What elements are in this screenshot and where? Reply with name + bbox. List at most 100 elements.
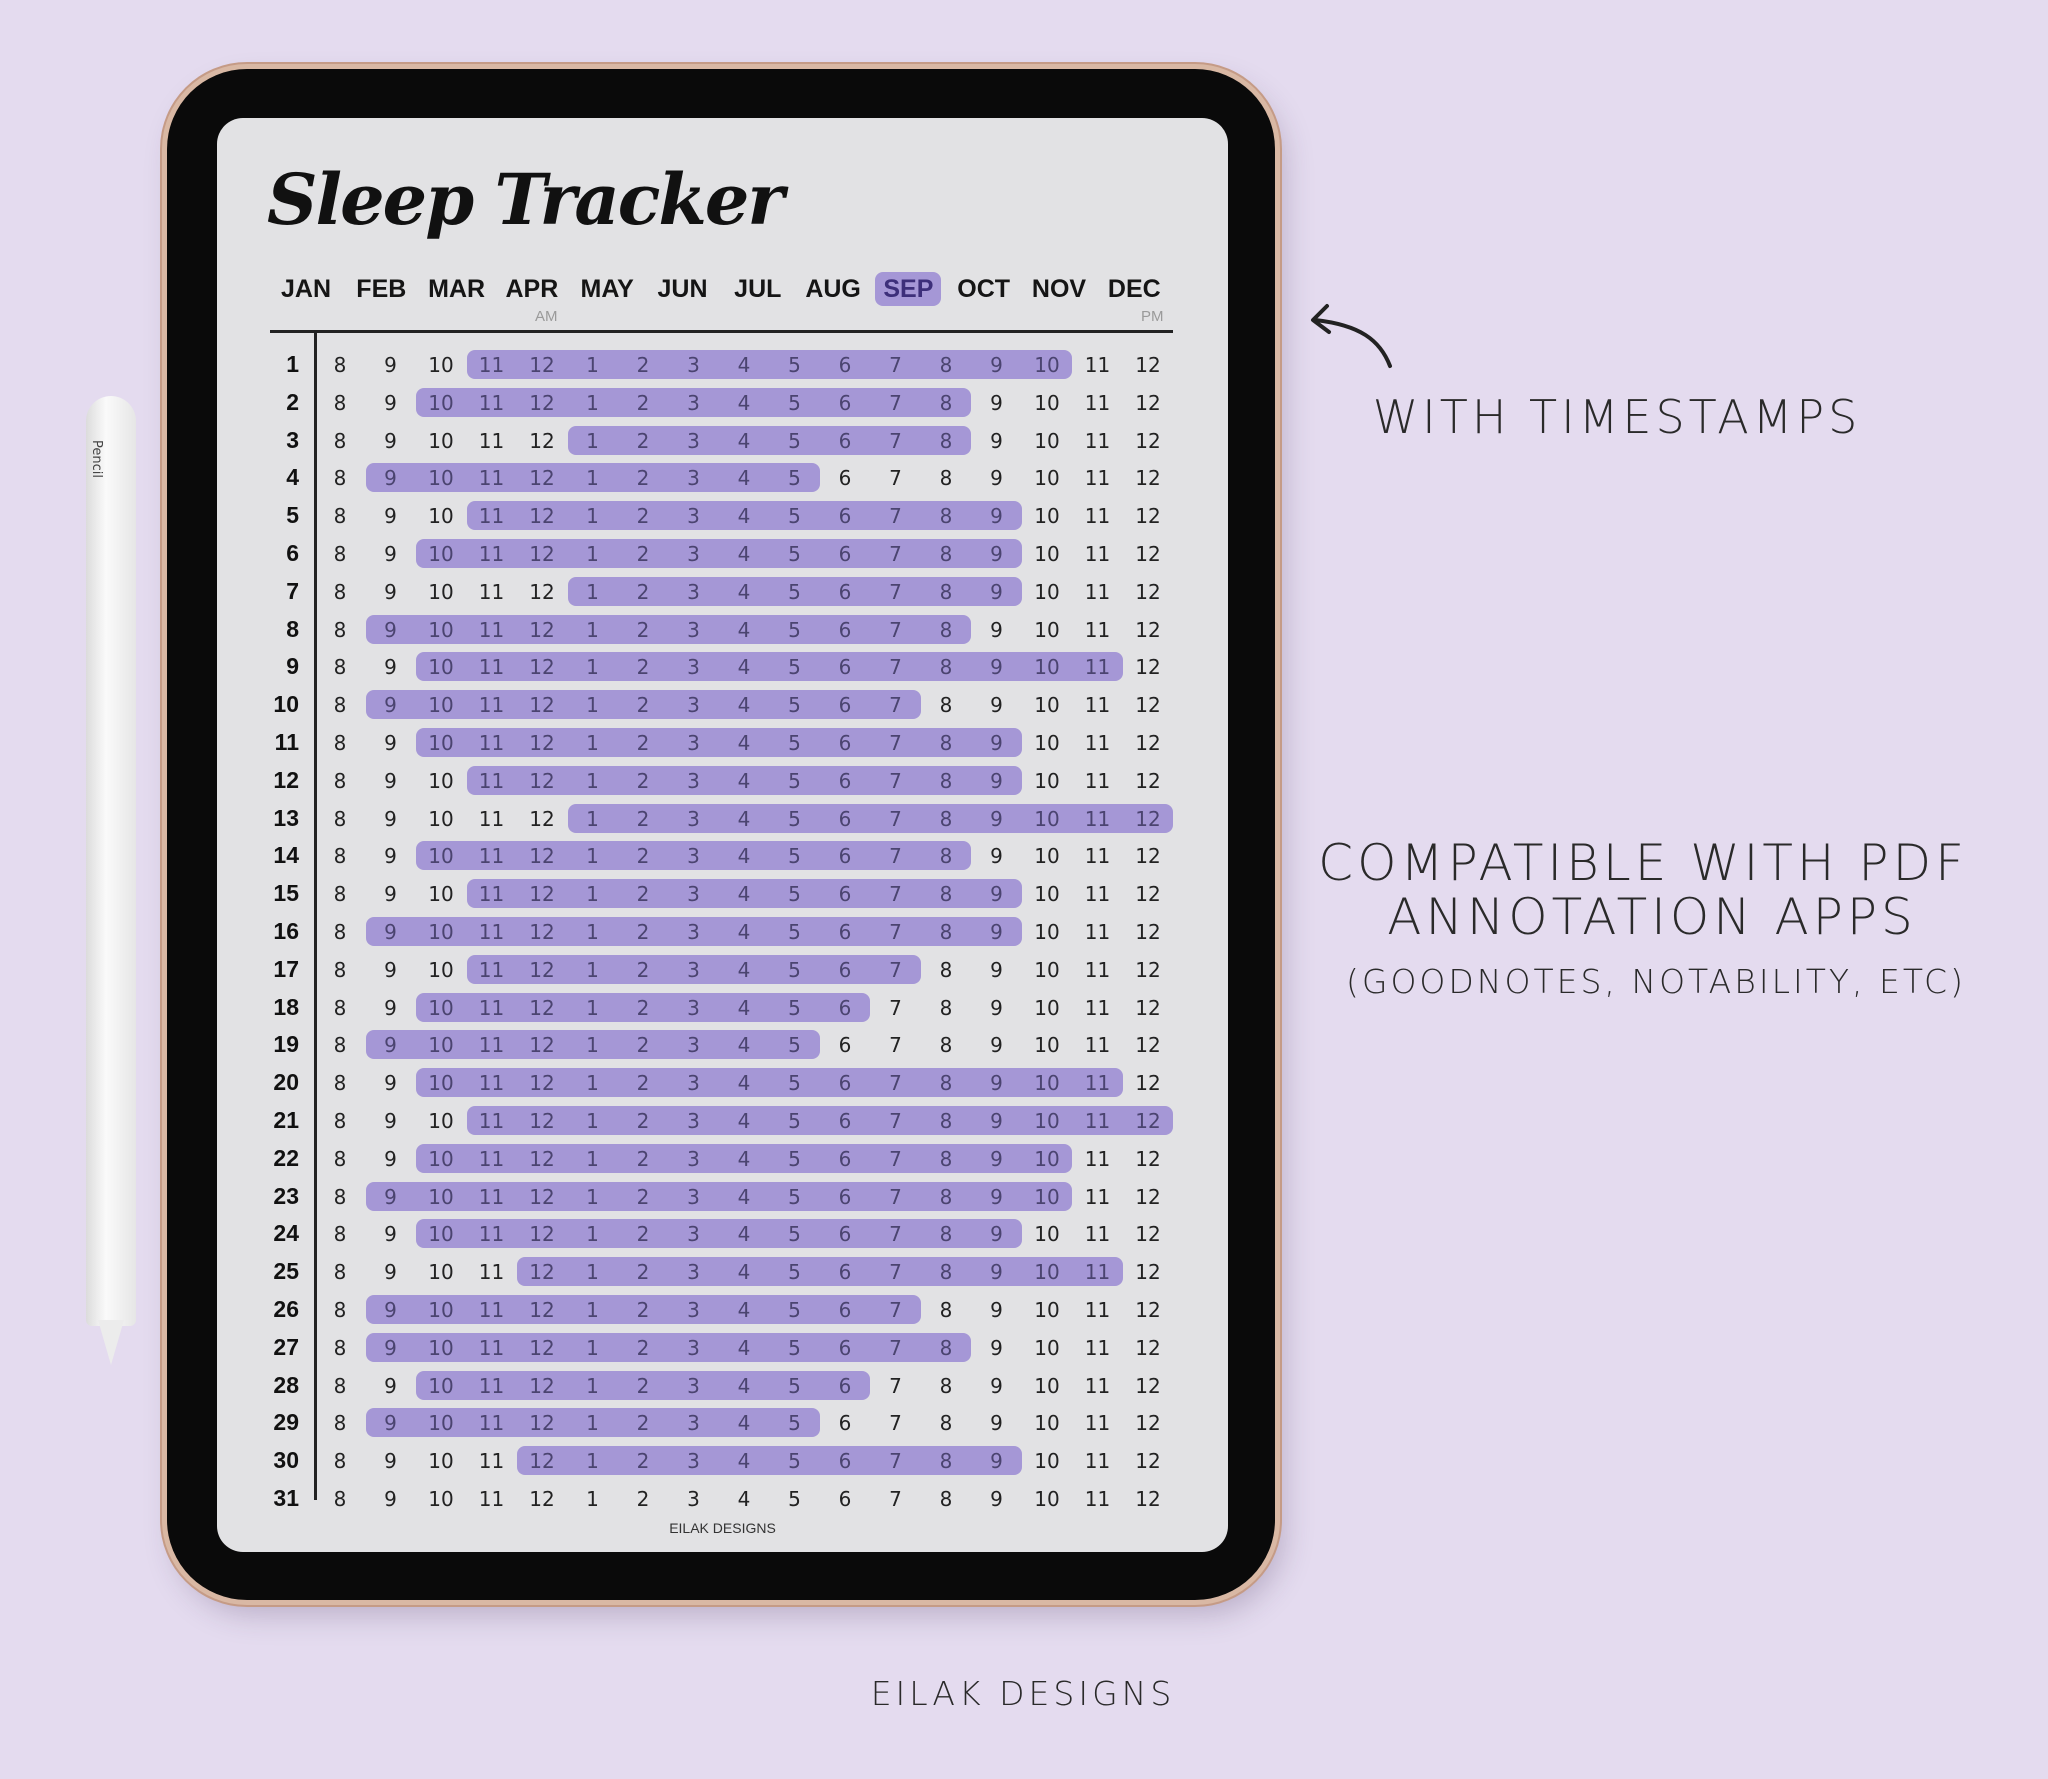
hour-cell[interactable]: 8 bbox=[939, 1298, 953, 1322]
hour-cell[interactable]: 5 bbox=[788, 428, 801, 453]
hour-cell[interactable]: 4 bbox=[737, 1109, 751, 1133]
hour-cell[interactable]: 3 bbox=[687, 806, 700, 831]
hour-cell[interactable]: 9 bbox=[990, 1487, 1003, 1511]
hour-cell[interactable]: 3 bbox=[687, 1033, 700, 1058]
hour-cell[interactable]: 11 bbox=[478, 1033, 505, 1058]
hour-cell[interactable]: 10 bbox=[428, 882, 454, 907]
hour-cell[interactable]: 12 bbox=[529, 617, 555, 642]
hour-cell[interactable]: 9 bbox=[384, 1033, 397, 1058]
hour-cell[interactable]: 11 bbox=[1084, 504, 1111, 529]
hour-cell[interactable]: 11 bbox=[478, 390, 505, 415]
hour-cell[interactable]: 2 bbox=[636, 466, 650, 491]
hour-cell[interactable]: 10 bbox=[428, 390, 454, 415]
hour-cell[interactable]: 12 bbox=[1135, 1298, 1161, 1322]
hour-cell[interactable]: 10 bbox=[428, 995, 454, 1020]
hour-cell[interactable]: 11 bbox=[478, 655, 505, 680]
hour-cell[interactable]: 8 bbox=[939, 882, 953, 907]
sleep-bar[interactable] bbox=[416, 1143, 1072, 1173]
hour-cell[interactable]: 10 bbox=[1034, 1184, 1060, 1209]
sleep-bar[interactable] bbox=[416, 1219, 1022, 1249]
hour-cell[interactable]: 9 bbox=[990, 1373, 1003, 1398]
hour-cell[interactable]: 2 bbox=[636, 693, 650, 718]
hour-cell[interactable]: 2 bbox=[636, 1335, 650, 1360]
sleep-bar[interactable] bbox=[365, 690, 921, 720]
hour-cell[interactable]: 12 bbox=[529, 1335, 555, 1360]
hour-cell[interactable]: 1 bbox=[586, 1449, 599, 1474]
hour-cell[interactable]: 5 bbox=[788, 655, 801, 680]
hour-cell[interactable]: 6 bbox=[838, 1373, 852, 1398]
hour-cell[interactable]: 1 bbox=[586, 1109, 599, 1133]
hour-cell[interactable]: 7 bbox=[889, 655, 902, 680]
hour-cell[interactable]: 6 bbox=[838, 655, 852, 680]
hour-cell[interactable]: 5 bbox=[788, 1071, 801, 1096]
hour-cell[interactable]: 5 bbox=[788, 1487, 801, 1511]
hour-cell[interactable]: 7 bbox=[889, 1184, 902, 1209]
hour-cell[interactable]: 10 bbox=[428, 1222, 454, 1247]
hour-cell[interactable]: 11 bbox=[478, 844, 505, 869]
hour-cell[interactable]: 6 bbox=[838, 1487, 852, 1511]
hour-cell[interactable]: 8 bbox=[939, 1373, 953, 1398]
hour-cell[interactable]: 9 bbox=[990, 1260, 1003, 1285]
hour-cell[interactable]: 12 bbox=[529, 920, 555, 944]
hour-cell[interactable]: 9 bbox=[990, 693, 1003, 718]
hour-cell[interactable]: 10 bbox=[1034, 542, 1060, 566]
hour-cell[interactable]: 4 bbox=[737, 428, 751, 453]
hour-cell[interactable]: 2 bbox=[636, 995, 650, 1020]
hour-cell[interactable]: 4 bbox=[737, 1298, 751, 1322]
sleep-bar[interactable] bbox=[517, 1446, 1022, 1476]
hour-cell[interactable]: 10 bbox=[428, 1146, 454, 1171]
hour-cell[interactable]: 2 bbox=[636, 1109, 650, 1133]
hour-cell[interactable]: 4 bbox=[737, 655, 751, 680]
hour-cell[interactable]: 11 bbox=[1084, 1298, 1111, 1322]
hour-cell[interactable]: 3 bbox=[687, 353, 700, 377]
hour-cell[interactable]: 11 bbox=[478, 1411, 505, 1436]
hour-cell[interactable]: 1 bbox=[586, 731, 599, 755]
hour-cell[interactable]: 12 bbox=[529, 806, 555, 831]
hour-cell[interactable]: 7 bbox=[889, 844, 902, 869]
hour-cell[interactable]: 8 bbox=[333, 579, 347, 604]
hour-cell[interactable]: 8 bbox=[333, 882, 347, 907]
hour-cell[interactable]: 4 bbox=[737, 617, 751, 642]
hour-cell[interactable]: 1 bbox=[586, 1033, 599, 1058]
hour-cell[interactable]: 6 bbox=[838, 1033, 852, 1058]
hour-cell[interactable]: 3 bbox=[687, 390, 700, 415]
hour-cell[interactable]: 8 bbox=[333, 731, 347, 755]
hour-cell[interactable]: 1 bbox=[586, 579, 599, 604]
hour-cell[interactable]: 4 bbox=[737, 504, 751, 529]
hour-cell[interactable]: 10 bbox=[428, 1109, 454, 1133]
hour-cell[interactable]: 12 bbox=[529, 504, 555, 529]
sleep-bar[interactable] bbox=[466, 1106, 1173, 1135]
hour-cell[interactable]: 9 bbox=[990, 617, 1003, 642]
hour-cell[interactable]: 12 bbox=[1135, 844, 1161, 869]
hour-cell[interactable]: 12 bbox=[1135, 655, 1161, 680]
hour-cell[interactable]: 12 bbox=[1135, 617, 1161, 642]
hour-cell[interactable]: 6 bbox=[838, 466, 852, 491]
hour-cell[interactable]: 9 bbox=[384, 1449, 397, 1474]
hour-cell[interactable]: 12 bbox=[1135, 1335, 1161, 1360]
hour-cell[interactable]: 10 bbox=[428, 1335, 454, 1360]
hour-cell[interactable]: 3 bbox=[687, 995, 700, 1020]
hour-cell[interactable]: 3 bbox=[687, 579, 700, 604]
hour-cell[interactable]: 10 bbox=[1034, 1146, 1060, 1171]
hour-cell[interactable]: 1 bbox=[586, 390, 599, 415]
hour-cell[interactable]: 7 bbox=[889, 1335, 902, 1360]
hour-cell[interactable]: 12 bbox=[1135, 1449, 1161, 1474]
hour-cell[interactable]: 10 bbox=[1034, 1298, 1060, 1322]
hour-cell[interactable]: 11 bbox=[1084, 1109, 1111, 1133]
hour-cell[interactable]: 5 bbox=[788, 693, 801, 718]
hour-cell[interactable]: 9 bbox=[990, 1298, 1003, 1322]
hour-cell[interactable]: 9 bbox=[990, 390, 1003, 415]
hour-cell[interactable]: 10 bbox=[428, 768, 454, 793]
hour-cell[interactable]: 11 bbox=[478, 1260, 505, 1285]
hour-cell[interactable]: 7 bbox=[889, 1222, 902, 1247]
hour-cell[interactable]: 6 bbox=[838, 353, 852, 377]
hour-cell[interactable]: 8 bbox=[939, 542, 953, 566]
hour-cell[interactable]: 2 bbox=[636, 542, 650, 566]
hour-cell[interactable]: 6 bbox=[838, 1184, 852, 1209]
hour-cell[interactable]: 2 bbox=[636, 1222, 650, 1247]
hour-cell[interactable]: 7 bbox=[889, 995, 902, 1020]
hour-cell[interactable]: 4 bbox=[737, 579, 751, 604]
hour-cell[interactable]: 4 bbox=[737, 1487, 751, 1511]
hour-cell[interactable]: 10 bbox=[1034, 806, 1060, 831]
hour-cell[interactable]: 5 bbox=[788, 768, 801, 793]
